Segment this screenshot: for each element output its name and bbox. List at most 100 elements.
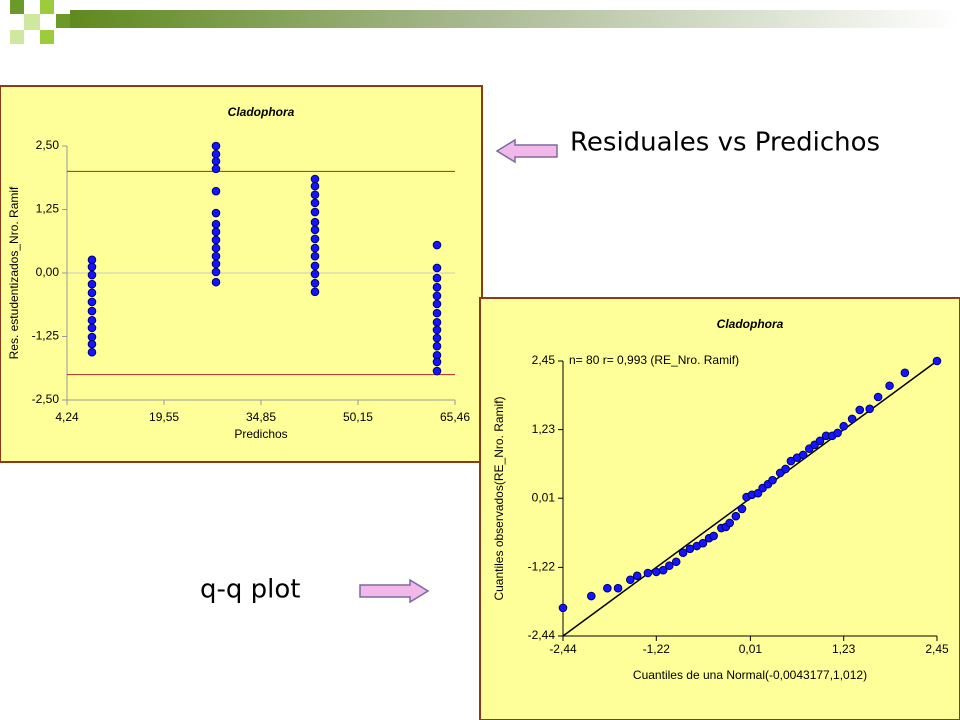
point	[310, 207, 320, 217]
point	[709, 531, 718, 541]
point	[432, 273, 442, 283]
point	[310, 174, 320, 184]
point	[643, 568, 653, 578]
point	[87, 315, 97, 325]
point	[432, 366, 442, 376]
point	[310, 190, 320, 200]
x-tick-label: -2,44	[549, 642, 577, 656]
point	[432, 325, 442, 335]
x-tick-label: 19,55	[149, 410, 179, 424]
point	[211, 219, 221, 229]
point	[737, 504, 747, 514]
point	[432, 308, 442, 318]
annotation: q-q plot	[200, 575, 300, 605]
point	[432, 341, 442, 351]
point	[678, 548, 688, 558]
point	[211, 164, 221, 174]
point	[558, 603, 568, 613]
point	[211, 227, 221, 237]
point	[211, 235, 221, 245]
point	[885, 381, 894, 391]
point	[211, 149, 221, 159]
x-tick-label: 1,23	[832, 642, 856, 656]
point	[87, 323, 97, 333]
point	[725, 518, 735, 528]
point	[87, 339, 97, 349]
point	[87, 306, 97, 316]
point	[310, 269, 320, 279]
point	[665, 561, 674, 571]
point	[310, 198, 320, 208]
chart-title: Cladophora	[228, 105, 295, 119]
point	[626, 575, 635, 585]
y-tick-label: 2,50	[36, 138, 60, 152]
point	[839, 421, 848, 431]
arrow	[495, 138, 558, 164]
point	[671, 557, 681, 567]
point	[432, 240, 442, 250]
point	[310, 287, 320, 297]
point	[211, 141, 221, 151]
point	[211, 267, 221, 277]
point	[310, 181, 320, 191]
annotation: Residuales vs Predichos	[570, 128, 880, 158]
point	[310, 278, 320, 288]
point	[87, 297, 97, 307]
point	[632, 571, 642, 581]
point	[87, 255, 97, 265]
point	[865, 404, 874, 414]
y-tick-label: -1,22	[528, 560, 556, 574]
y-axis-label: Res. estudentizados_Nro. Ramif	[7, 186, 21, 359]
point	[87, 347, 97, 357]
point	[432, 317, 442, 327]
point	[833, 428, 842, 438]
point	[87, 279, 97, 289]
point	[432, 357, 442, 367]
x-axis-label: Cuantiles de una Normal(-0,0043177,1,012…	[633, 668, 867, 682]
point	[586, 591, 596, 601]
point	[798, 450, 808, 460]
x-tick-label: -1,22	[643, 642, 671, 656]
x-tick-label: 0,01	[739, 642, 763, 656]
point	[932, 356, 942, 366]
point	[432, 263, 442, 273]
point	[731, 511, 741, 521]
point	[432, 333, 442, 343]
x-tick-label: 2,45	[925, 642, 949, 656]
point	[847, 414, 857, 424]
x-tick-label: 50,15	[343, 410, 373, 424]
point	[310, 261, 320, 271]
point	[873, 392, 883, 402]
x-tick-label: 65,46	[440, 410, 470, 424]
point	[698, 538, 708, 548]
header-decoration	[10, 0, 960, 44]
y-tick-label: -2,50	[32, 392, 60, 406]
chart-annotation: n= 80 r= 0,993 (RE_Nro. Ramif)	[569, 353, 739, 367]
point	[310, 251, 320, 261]
point	[658, 565, 668, 575]
point	[815, 436, 825, 446]
point	[781, 464, 790, 474]
point	[432, 291, 442, 301]
point	[87, 262, 97, 272]
point	[211, 186, 221, 196]
point	[432, 299, 442, 309]
point	[211, 156, 221, 166]
y-tick-label: 0,00	[36, 265, 60, 279]
point	[211, 208, 221, 218]
chart-panel	[0, 85, 483, 463]
chart-panel	[479, 297, 960, 720]
point	[211, 259, 221, 269]
x-tick-label: 34,85	[246, 410, 276, 424]
y-tick-label: 1,25	[36, 202, 60, 216]
point	[211, 277, 221, 287]
point	[855, 405, 865, 415]
arrow	[359, 578, 430, 604]
point	[211, 251, 221, 261]
chart-title: Cladophora	[717, 317, 784, 331]
point	[603, 583, 612, 593]
point	[432, 282, 442, 292]
point	[310, 243, 320, 253]
point	[87, 288, 97, 298]
point	[87, 332, 97, 342]
